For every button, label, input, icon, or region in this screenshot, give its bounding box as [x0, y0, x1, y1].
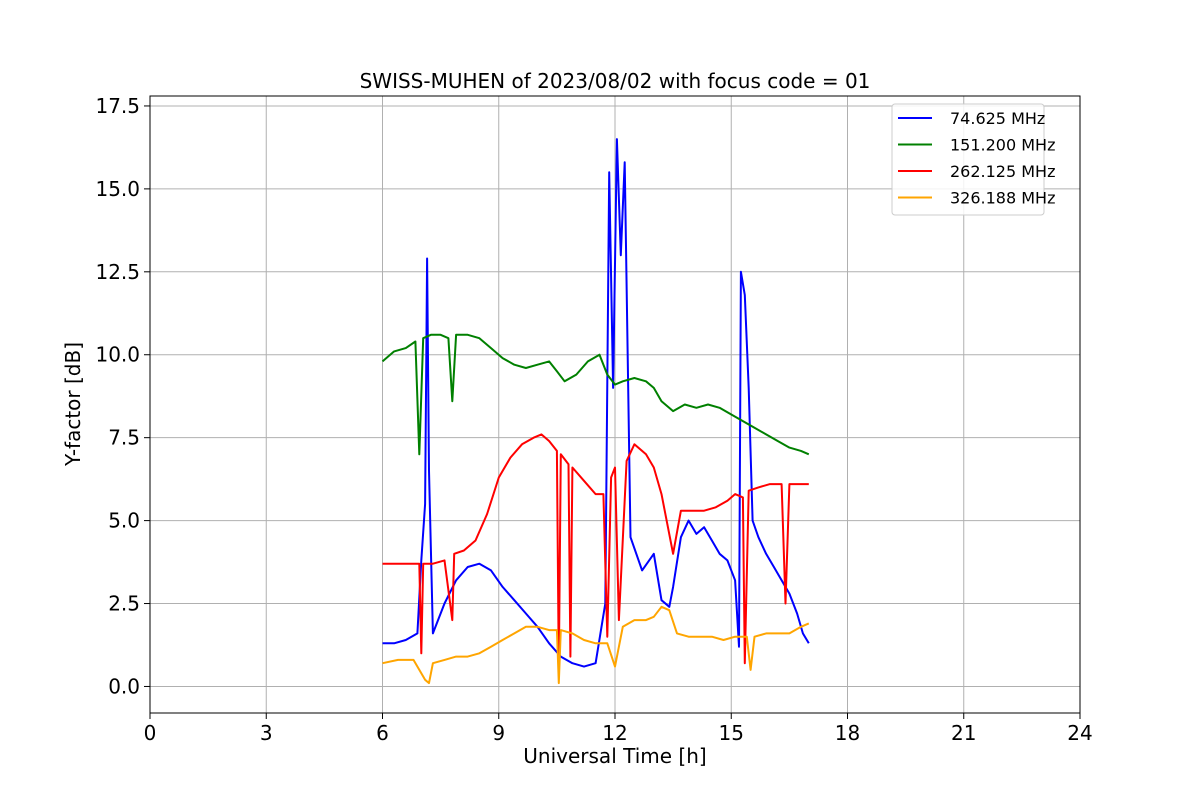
x-tick-label: 0 [144, 721, 157, 745]
y-tick-label: 2.5 [108, 592, 140, 616]
y-axis-label: Y-factor [dB] [61, 342, 85, 467]
y-tick-label: 7.5 [108, 426, 140, 450]
y-tick-label: 10.0 [95, 343, 140, 367]
x-tick-label: 24 [1067, 721, 1092, 745]
x-tick-label: 21 [951, 721, 976, 745]
x-tick-label: 15 [719, 721, 744, 745]
x-tick-label: 3 [260, 721, 273, 745]
x-tick-label: 12 [602, 721, 627, 745]
x-axis-ticks: 0 3 6 9 12 15 18 21 24 [144, 713, 1093, 745]
legend-label: 326.188 MHz [950, 189, 1055, 208]
legend-label: 151.200 MHz [950, 136, 1055, 155]
series-line-3 [382, 605, 810, 685]
y-tick-label: 0.0 [108, 674, 140, 698]
chart-title: SWISS-MUHEN of 2023/08/02 with focus cod… [360, 69, 871, 93]
legend-label: 74.625 MHz [950, 109, 1045, 128]
y-tick-label: 5.0 [108, 509, 140, 533]
y-axis-ticks: 0.0 2.5 5.0 7.5 10.0 12.5 15.0 17.5 [95, 94, 150, 698]
legend-label: 262.125 MHz [950, 162, 1055, 181]
legend: 74.625 MHz 151.200 MHz 262.125 MHz 326.188 … [891, 103, 1055, 216]
x-tick-label: 18 [835, 721, 860, 745]
series-line-1 [381, 333, 810, 456]
series-line-0 [382, 138, 810, 668]
series-layer [381, 138, 810, 685]
x-tick-label: 9 [492, 721, 505, 745]
series-line-2 [382, 433, 809, 671]
legend-box [891, 103, 1045, 216]
x-axis-label: Universal Time [h] [523, 744, 706, 768]
y-tick-label: 12.5 [95, 260, 140, 284]
y-tick-label: 17.5 [95, 94, 140, 118]
x-tick-label: 6 [376, 721, 389, 745]
y-tick-label: 15.0 [95, 177, 140, 201]
